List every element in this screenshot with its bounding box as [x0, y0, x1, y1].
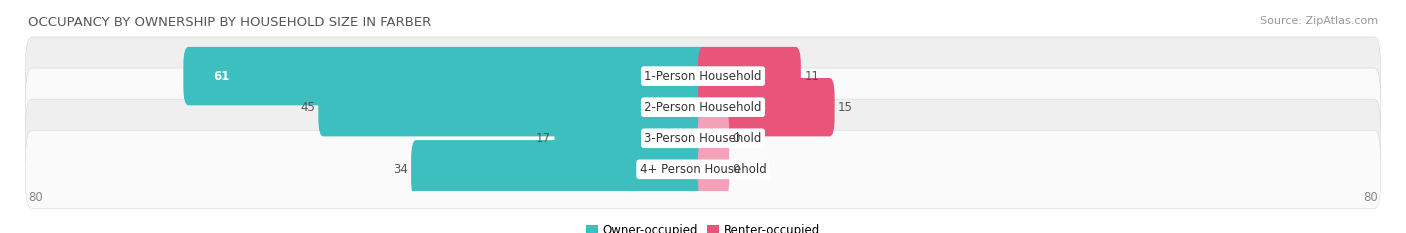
FancyBboxPatch shape	[25, 68, 1381, 146]
FancyBboxPatch shape	[25, 130, 1381, 209]
Text: 80: 80	[1364, 191, 1378, 204]
Text: 61: 61	[214, 70, 231, 83]
FancyBboxPatch shape	[697, 78, 835, 136]
Text: Source: ZipAtlas.com: Source: ZipAtlas.com	[1260, 16, 1378, 26]
FancyBboxPatch shape	[697, 47, 801, 105]
FancyBboxPatch shape	[697, 109, 730, 168]
FancyBboxPatch shape	[411, 140, 709, 199]
Text: 3-Person Household: 3-Person Household	[644, 132, 762, 145]
Legend: Owner-occupied, Renter-occupied: Owner-occupied, Renter-occupied	[581, 219, 825, 233]
Text: 1-Person Household: 1-Person Household	[644, 70, 762, 83]
Text: 0: 0	[733, 132, 740, 145]
Text: 80: 80	[28, 191, 42, 204]
Text: 17: 17	[536, 132, 551, 145]
FancyBboxPatch shape	[697, 140, 730, 199]
Text: 45: 45	[299, 101, 315, 114]
Text: 2-Person Household: 2-Person Household	[644, 101, 762, 114]
FancyBboxPatch shape	[25, 37, 1381, 115]
FancyBboxPatch shape	[183, 47, 709, 105]
Text: 34: 34	[392, 163, 408, 176]
Text: 4+ Person Household: 4+ Person Household	[640, 163, 766, 176]
Text: OCCUPANCY BY OWNERSHIP BY HOUSEHOLD SIZE IN FARBER: OCCUPANCY BY OWNERSHIP BY HOUSEHOLD SIZE…	[28, 16, 432, 29]
FancyBboxPatch shape	[318, 78, 709, 136]
Text: 0: 0	[733, 163, 740, 176]
Text: 15: 15	[838, 101, 853, 114]
FancyBboxPatch shape	[25, 99, 1381, 177]
FancyBboxPatch shape	[554, 109, 709, 168]
Text: 11: 11	[804, 70, 820, 83]
